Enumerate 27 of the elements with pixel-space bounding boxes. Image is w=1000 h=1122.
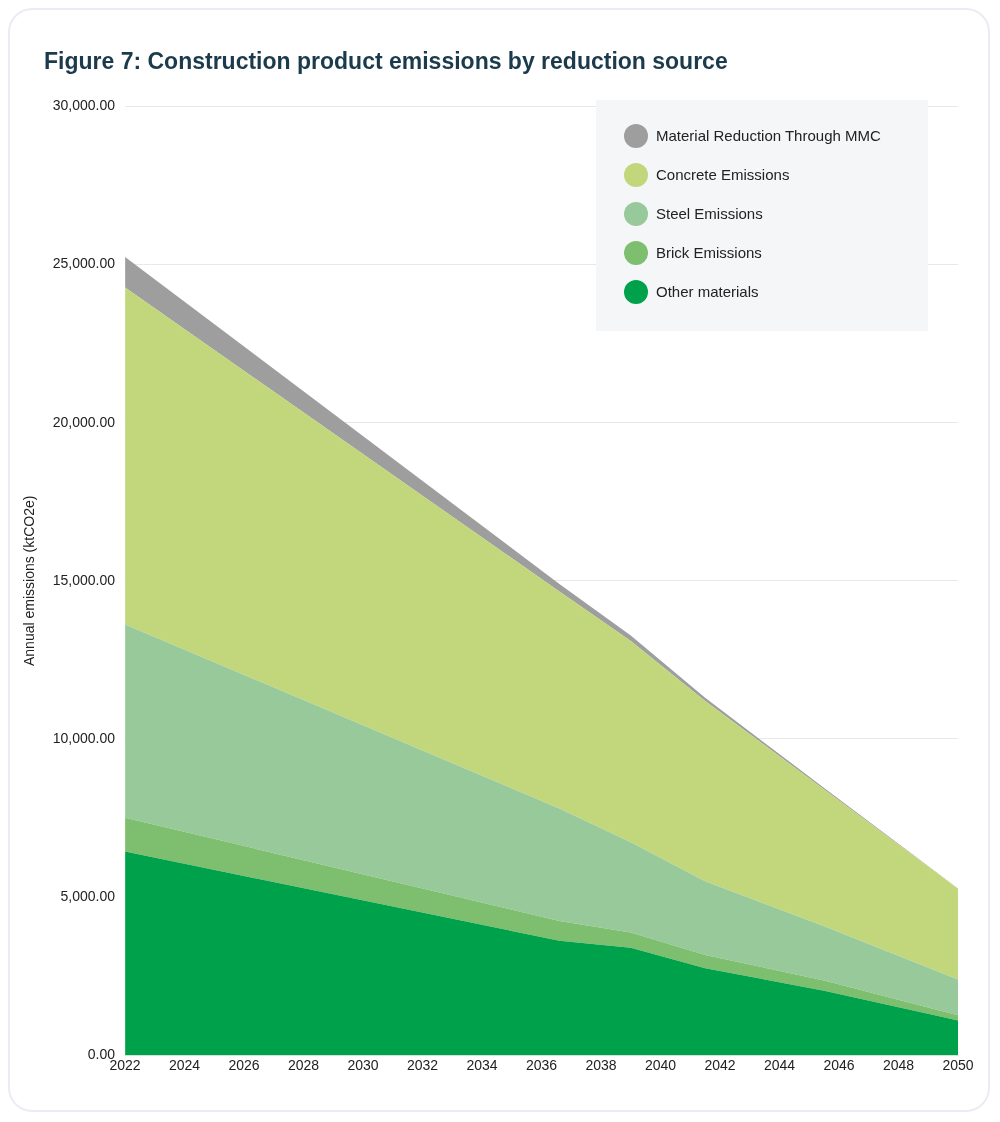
y-tick-label: 5,000.00 [60, 887, 116, 904]
x-tick-label: 2046 [823, 1057, 855, 1074]
x-tick-label: 2032 [406, 1057, 439, 1074]
x-tick-label: 2042 [704, 1057, 736, 1074]
x-tick-label: 2030 [347, 1057, 379, 1074]
x-tick-label: 2028 [287, 1057, 320, 1074]
x-tick-label: 2038 [585, 1057, 617, 1074]
y-tick-label: 25,000.00 [52, 255, 116, 272]
legend-label: Steel Emissions [656, 205, 763, 222]
x-tick-label: 2036 [525, 1057, 558, 1074]
x-tick-label: 2034 [466, 1057, 498, 1074]
x-tick-label: 2026 [228, 1057, 260, 1074]
y-axis-title: Annual emissions (ktCO2e) [21, 495, 38, 666]
legend-label: Brick Emissions [656, 244, 762, 261]
legend-label: Concrete Emissions [656, 166, 790, 183]
y-tick-label: 20,000.00 [52, 413, 116, 430]
legend-label: Material Reduction Through MMC [656, 127, 881, 144]
legend-label: Other materials [656, 283, 759, 300]
x-tick-label: 2024 [169, 1057, 201, 1074]
y-tick-label: 15,000.00 [52, 571, 116, 588]
x-tick-label: 2050 [942, 1057, 974, 1074]
y-tick-label: 30,000.00 [52, 97, 116, 114]
y-tick-label: 10,000.00 [52, 729, 116, 746]
x-tick-label: 2044 [763, 1057, 796, 1074]
x-tick-label: 2040 [644, 1057, 677, 1074]
x-tick-label: 2048 [882, 1057, 915, 1074]
chart-title: Figure 7: Construction product emissions by reduction source [44, 48, 728, 75]
